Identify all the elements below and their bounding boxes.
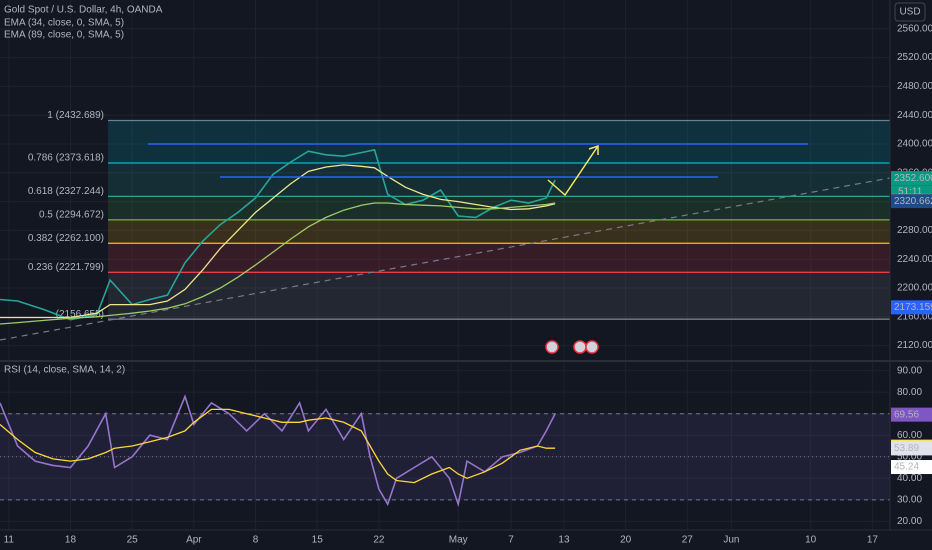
y-tick-label: 2160.000 [897, 311, 932, 322]
currency-label: USD [899, 7, 920, 18]
price-tag-label: 2320.662 [894, 196, 932, 207]
y-tick-label: 90.00 [897, 365, 922, 376]
y-tick-label: 2120.000 [897, 340, 932, 351]
event-icon[interactable] [545, 340, 559, 354]
series-line [0, 394, 556, 508]
fib-zone [108, 162, 890, 197]
labels: 2120.0002160.0002200.0002240.0002280.000… [4, 23, 932, 546]
y-tick-label: 2560.000 [897, 23, 932, 34]
chart-title: Gold Spot / U.S. Dollar, 4h, OANDA [4, 5, 163, 16]
y-tick-label: 2280.000 [897, 225, 932, 236]
price-tag [891, 300, 932, 315]
price-tag [891, 171, 932, 186]
price-tag-label: 53.89 [894, 443, 919, 454]
x-tick-label: May [449, 535, 468, 546]
x-tick-label: 27 [682, 535, 694, 546]
arrow-head [588, 144, 599, 155]
x-tick-label: 18 [65, 535, 77, 546]
y-tick-label: 40.00 [897, 473, 922, 484]
y-tick-label: 2400.000 [897, 139, 932, 150]
x-tick-label: 17 [867, 535, 879, 546]
price-tag-label: 2352.600 [894, 173, 932, 184]
y-tick-label: 60.00 [897, 430, 922, 441]
price-tag [891, 407, 932, 422]
fib-label: 1 (2432.689) [47, 110, 104, 121]
x-tick-label: 13 [558, 535, 570, 546]
x-tick-label: Apr [186, 535, 202, 546]
projection-arrow [547, 145, 599, 197]
fib-zone [108, 243, 890, 273]
fib-zone [108, 120, 890, 163]
pane-title: RSI (14, close, SMA, 14, 2) [4, 365, 125, 376]
x-tick-label: 25 [127, 535, 139, 546]
fib-label: 0.618 (2327.244) [28, 186, 104, 197]
event-icon[interactable] [585, 340, 599, 354]
fib-label: (2156.655) [56, 309, 104, 320]
event-icon[interactable] [573, 340, 587, 354]
fib-label: 0.786 (2373.618) [28, 153, 104, 164]
fib-zone [108, 272, 890, 320]
series-line [0, 408, 556, 484]
fib-label: 0.382 (2262.100) [28, 233, 104, 244]
countdown: 51:11 [898, 186, 923, 197]
x-tick-label: 8 [253, 535, 259, 546]
price-tag [891, 460, 932, 475]
y-tick-label: 80.00 [897, 387, 922, 398]
x-tick-label: 11 [4, 535, 15, 546]
price-tag-label: 45.24 [894, 462, 919, 473]
legend-entry: EMA (89, close, 0, SMA, 5) [4, 30, 124, 41]
fib-label: 0.236 (2221.799) [28, 262, 104, 273]
series-line [0, 202, 556, 325]
y-tick-label: 30.00 [897, 494, 922, 505]
price-tag-label: 69.56 [894, 409, 919, 420]
x-tick-label: 20 [620, 535, 632, 546]
legend-entry: EMA (34, close, 0, SMA, 5) [4, 18, 124, 29]
y-tick-label: 2200.000 [897, 283, 932, 294]
y-tick-label: 2240.000 [897, 254, 932, 265]
x-tick-label: 15 [312, 535, 324, 546]
price-tag [891, 441, 932, 456]
fibonacci: 1 (2432.689) 0.786 (2373.618) 0.618 (2327.… [0, 110, 890, 501]
x-tick-label: 22 [373, 535, 385, 546]
grid [0, 0, 890, 530]
price-tag [891, 194, 932, 209]
series-line [0, 148, 556, 321]
price-tag-label: 2173.159 [894, 302, 932, 313]
y-tick-label: 2520.000 [897, 52, 932, 63]
y-tick-label: 2440.000 [897, 110, 932, 121]
y-tick-label: 50.00 [897, 451, 922, 462]
x-tick-label: 10 [805, 535, 817, 546]
trend-line [0, 177, 891, 341]
fib-zone [108, 219, 890, 244]
x-tick-label: 7 [508, 535, 514, 546]
x-tick-label: Jun [723, 535, 739, 546]
currency-button[interactable] [894, 2, 926, 22]
y-tick-label: 2480.000 [897, 81, 932, 92]
y-tick-label: 20.00 [897, 516, 922, 527]
fib-label: 0.5 (2294.672) [39, 209, 104, 220]
